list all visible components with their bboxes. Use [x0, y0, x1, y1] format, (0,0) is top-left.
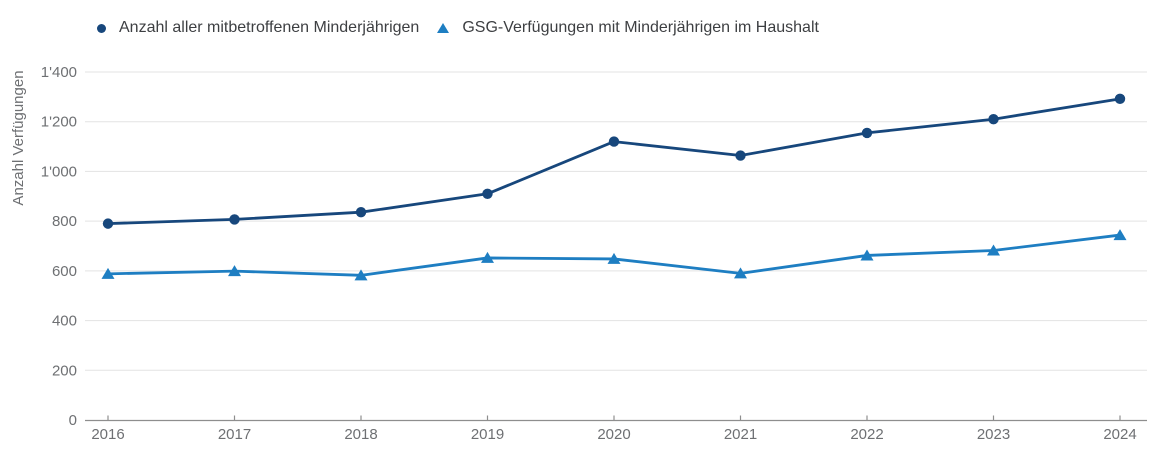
data-point-triangle: [101, 267, 115, 279]
x-tick-label: 2023: [977, 426, 1010, 443]
data-point-triangle: [481, 251, 494, 263]
y-tick-label: 0: [69, 412, 77, 429]
data-point-triangle: [860, 249, 874, 261]
data-point-circle: [988, 114, 999, 125]
x-tick-label: 2024: [1103, 426, 1136, 443]
data-point-triangle: [354, 269, 368, 281]
data-point-circle: [735, 150, 746, 161]
y-axis-title: Anzahl Verfügungen: [10, 70, 27, 205]
y-tick-label: 1'200: [41, 114, 77, 131]
x-tick-label: 2020: [597, 426, 630, 443]
data-point-triangle: [734, 267, 747, 279]
legend-circle-icon: [97, 23, 106, 33]
data-point-triangle: [228, 265, 241, 277]
y-tick-label: 200: [52, 362, 77, 379]
y-tick-label: 800: [52, 213, 77, 230]
data-point-triangle: [1113, 229, 1127, 241]
x-tick-label: 2022: [850, 426, 883, 443]
x-tick-label: 2017: [218, 426, 251, 443]
y-tick-label: 600: [52, 263, 77, 280]
y-tick-label: 1'400: [41, 64, 77, 81]
legend-item-2[interactable]: GSG-Verfügungen mit Minderjährigen im Ha…: [437, 19, 819, 37]
data-point-circle: [355, 206, 367, 218]
series-layer: [101, 93, 1127, 281]
y-tick-label: 400: [52, 313, 77, 330]
data-point-circle: [1114, 93, 1126, 105]
legend-triangle-icon: [437, 23, 450, 33]
x-tick-label: 2016: [91, 426, 124, 443]
data-point-circle: [861, 127, 873, 139]
legend-label: GSG-Verfügungen mit Minderjährigen im Ha…: [462, 19, 819, 36]
x-tick-label: 2021: [724, 426, 757, 443]
data-point-circle: [608, 136, 620, 147]
data-point-circle: [102, 218, 114, 229]
series-line-1: [106, 97, 1122, 226]
y-tick-label: 1'000: [41, 163, 77, 180]
data-point-circle: [482, 188, 493, 199]
x-tick-label: 2018: [344, 426, 377, 443]
data-point-circle: [229, 214, 240, 225]
data-point-triangle: [987, 244, 1000, 256]
data-point-triangle: [607, 252, 621, 264]
axes-layer: 0 200 400 600 800 1'000 1'200 1'400 2016 2017 2018…: [41, 64, 1147, 443]
legend-item-1[interactable]: Anzahl aller mitbetroffenen Minderjährig…: [97, 19, 419, 37]
chart-legend: Anzahl aller mitbetroffenen Minderjährig…: [97, 19, 819, 37]
legend-label: Anzahl aller mitbetroffenen Minderjährig…: [119, 19, 420, 36]
x-tick-label: 2019: [471, 426, 504, 443]
gridlines-layer: [85, 71, 1147, 371]
